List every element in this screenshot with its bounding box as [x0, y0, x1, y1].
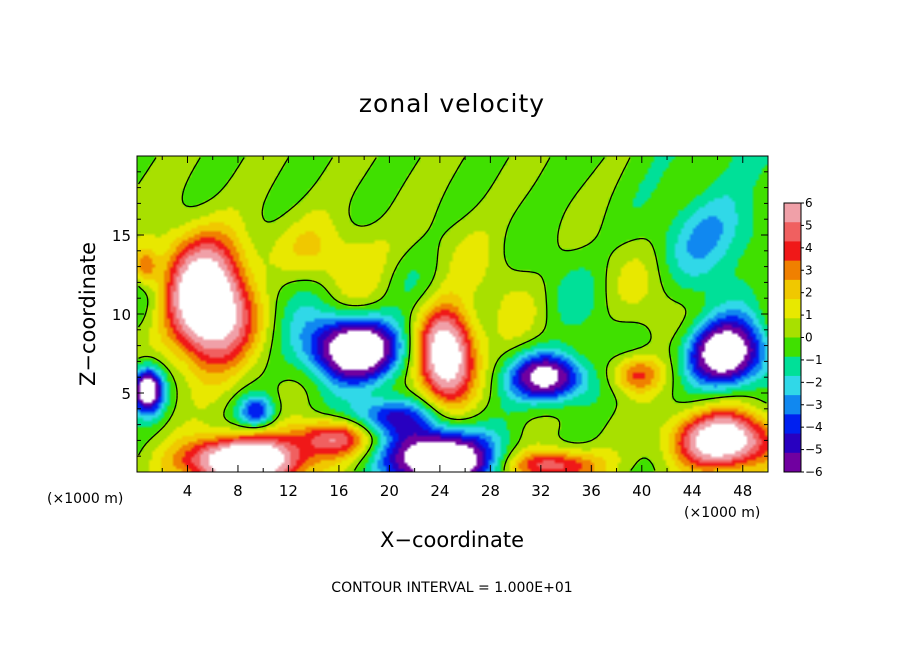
colorbar-label: 5 — [805, 218, 813, 232]
colorbar-label: −4 — [805, 420, 823, 434]
y-tick-label: 5 — [121, 385, 131, 403]
x-tick-label: 8 — [233, 482, 243, 500]
x-unit-right: (×1000 m) — [684, 505, 760, 521]
plot-area — [137, 156, 768, 472]
x-tick-label: 28 — [481, 482, 500, 500]
colorbar-segment — [784, 222, 801, 242]
colorbar-segment — [784, 452, 801, 473]
x-tick-label: 32 — [531, 482, 550, 500]
y-axis-label: Z−coordinate — [76, 242, 100, 386]
colorbar-segment — [784, 337, 801, 358]
colorbar-segment — [784, 395, 801, 415]
colorbar-label: −5 — [805, 443, 823, 457]
colorbar-label: −1 — [805, 353, 823, 367]
colorbar-segment — [784, 279, 801, 300]
y-tick-label: 10 — [112, 306, 131, 324]
colorbar-segment — [784, 414, 801, 435]
x-axis-label: X−coordinate — [380, 528, 524, 552]
colorbar-label: 2 — [805, 286, 813, 300]
colorbar-label: 4 — [805, 241, 813, 255]
x-axis-ticks: 4 8 12 16 20 24 28 32 36 40 44 48 — [161, 156, 752, 500]
colorbar-segment — [784, 260, 801, 281]
x-tick-label: 20 — [380, 482, 399, 500]
colorbar-label: 6 — [805, 196, 813, 210]
colorbar-label: −3 — [805, 398, 823, 412]
colorbar-label: 1 — [805, 308, 813, 322]
colorbar-label: −2 — [805, 375, 823, 389]
colorbar-segment — [784, 241, 801, 262]
x-tick-label: 12 — [279, 482, 298, 500]
x-tick-label: 48 — [733, 482, 752, 500]
colorbar-label: 3 — [805, 263, 813, 277]
x-tick-label: 36 — [582, 482, 601, 500]
x-tick-label: 24 — [430, 482, 449, 500]
y-axis-ticks: 5 10 15 — [112, 171, 768, 457]
x-unit-left: (×1000 m) — [47, 491, 123, 507]
x-tick-label: 44 — [683, 482, 702, 500]
heatmap-image — [137, 156, 768, 472]
colorbar-segment — [784, 318, 801, 338]
colorbar-segment — [784, 203, 801, 223]
colorbar-segment — [784, 299, 801, 319]
x-tick-label: 16 — [329, 482, 348, 500]
colorbar-segment — [784, 375, 801, 396]
chart-title: zonal velocity — [359, 89, 545, 118]
y-tick-label: 15 — [112, 227, 131, 245]
x-tick-label: 4 — [183, 482, 193, 500]
colorbar-segment — [784, 356, 801, 377]
contour-lines — [137, 157, 767, 471]
contour-interval-note: CONTOUR INTERVAL = 1.000E+01 — [331, 580, 572, 596]
colorbar: 6 5 4 3 2 1 0 −1 −2 −3 −4 −5 −6 — [783, 196, 823, 479]
x-tick-label: 40 — [632, 482, 651, 500]
colorbar-label: 0 — [805, 331, 813, 345]
colorbar-label: −6 — [805, 465, 823, 479]
zero-contour — [137, 157, 767, 471]
colorbar-segment — [784, 433, 801, 454]
